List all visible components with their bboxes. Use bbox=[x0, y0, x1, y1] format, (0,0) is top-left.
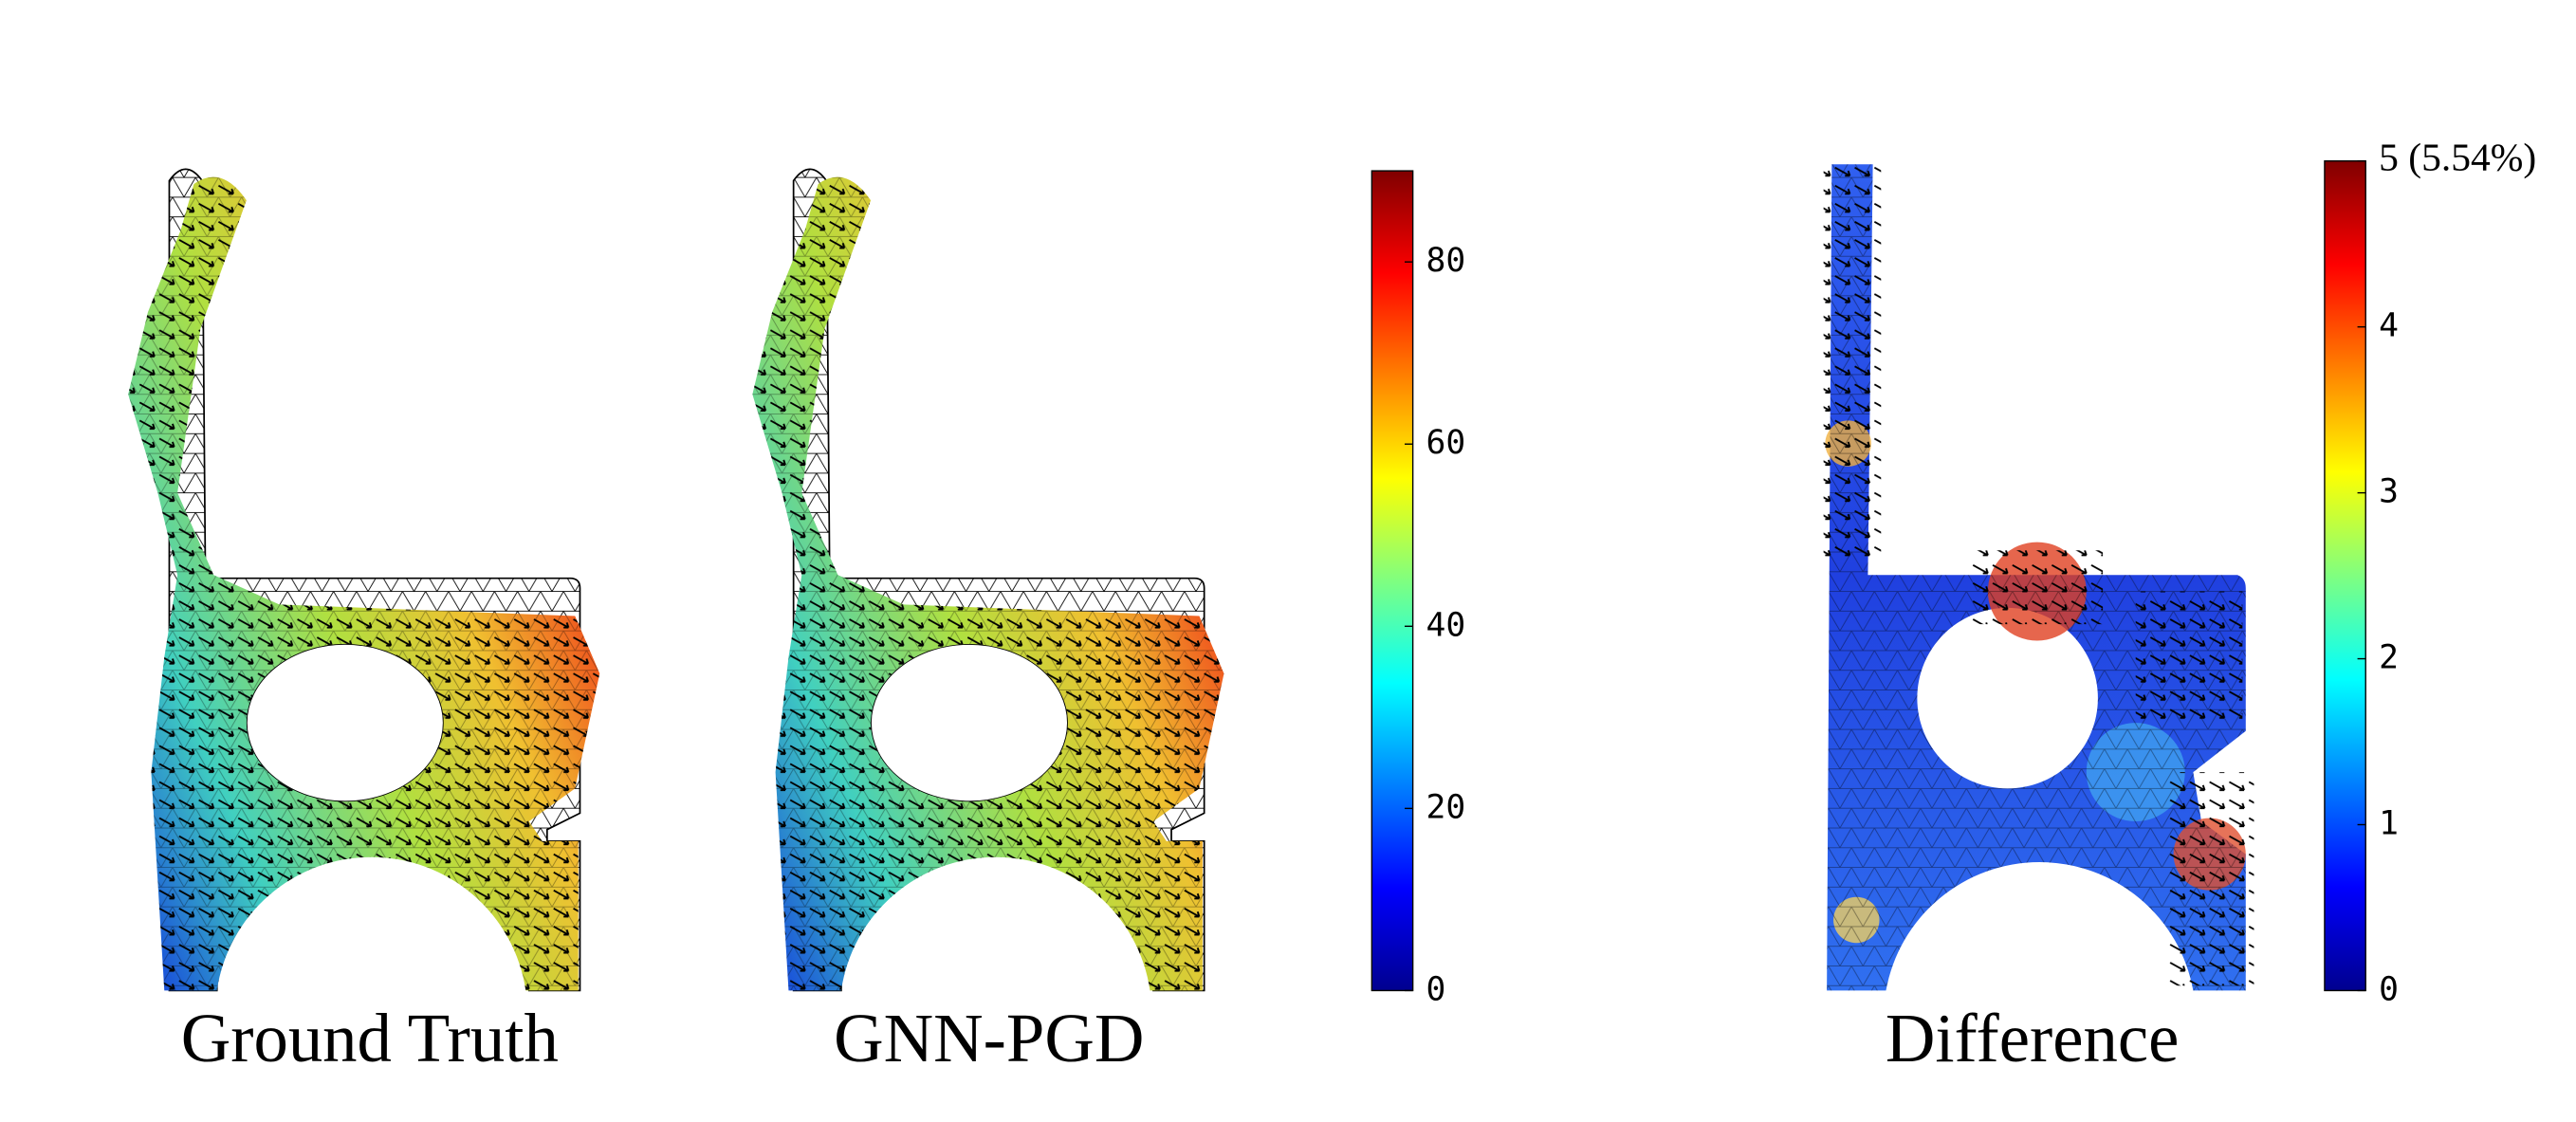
colorbar-tick-label: 4 bbox=[2379, 307, 2399, 345]
panels bbox=[128, 164, 2254, 992]
colorbar-tick-label: 0 bbox=[1426, 970, 1445, 1008]
colorbar bbox=[2324, 160, 2366, 992]
panel-title: GNN-PGD bbox=[834, 1000, 1144, 1076]
colorbar-tick-label: 20 bbox=[1426, 788, 1465, 826]
colorbar-tick-label: 80 bbox=[1426, 242, 1465, 280]
arrows bbox=[128, 176, 600, 991]
colorbar-tick-label: 3 bbox=[2379, 473, 2399, 511]
arrows bbox=[752, 176, 1224, 991]
colorbar-tick-label: 1 bbox=[2379, 804, 2399, 842]
colorbar-tick-label: 40 bbox=[1426, 606, 1465, 644]
colorbar-tick-label: 2 bbox=[2379, 639, 2399, 677]
colorbar-tick-label: 5 (5.54%) bbox=[2379, 135, 2536, 179]
colorbar-tick-label: 60 bbox=[1426, 424, 1465, 462]
difference-arrows bbox=[1823, 164, 2254, 986]
panel-title: Difference bbox=[1886, 1000, 2180, 1076]
colorbar bbox=[1371, 170, 1414, 992]
colorbar-tick-label: 0 bbox=[2379, 970, 2399, 1008]
panel-title: Ground Truth bbox=[181, 1000, 559, 1076]
